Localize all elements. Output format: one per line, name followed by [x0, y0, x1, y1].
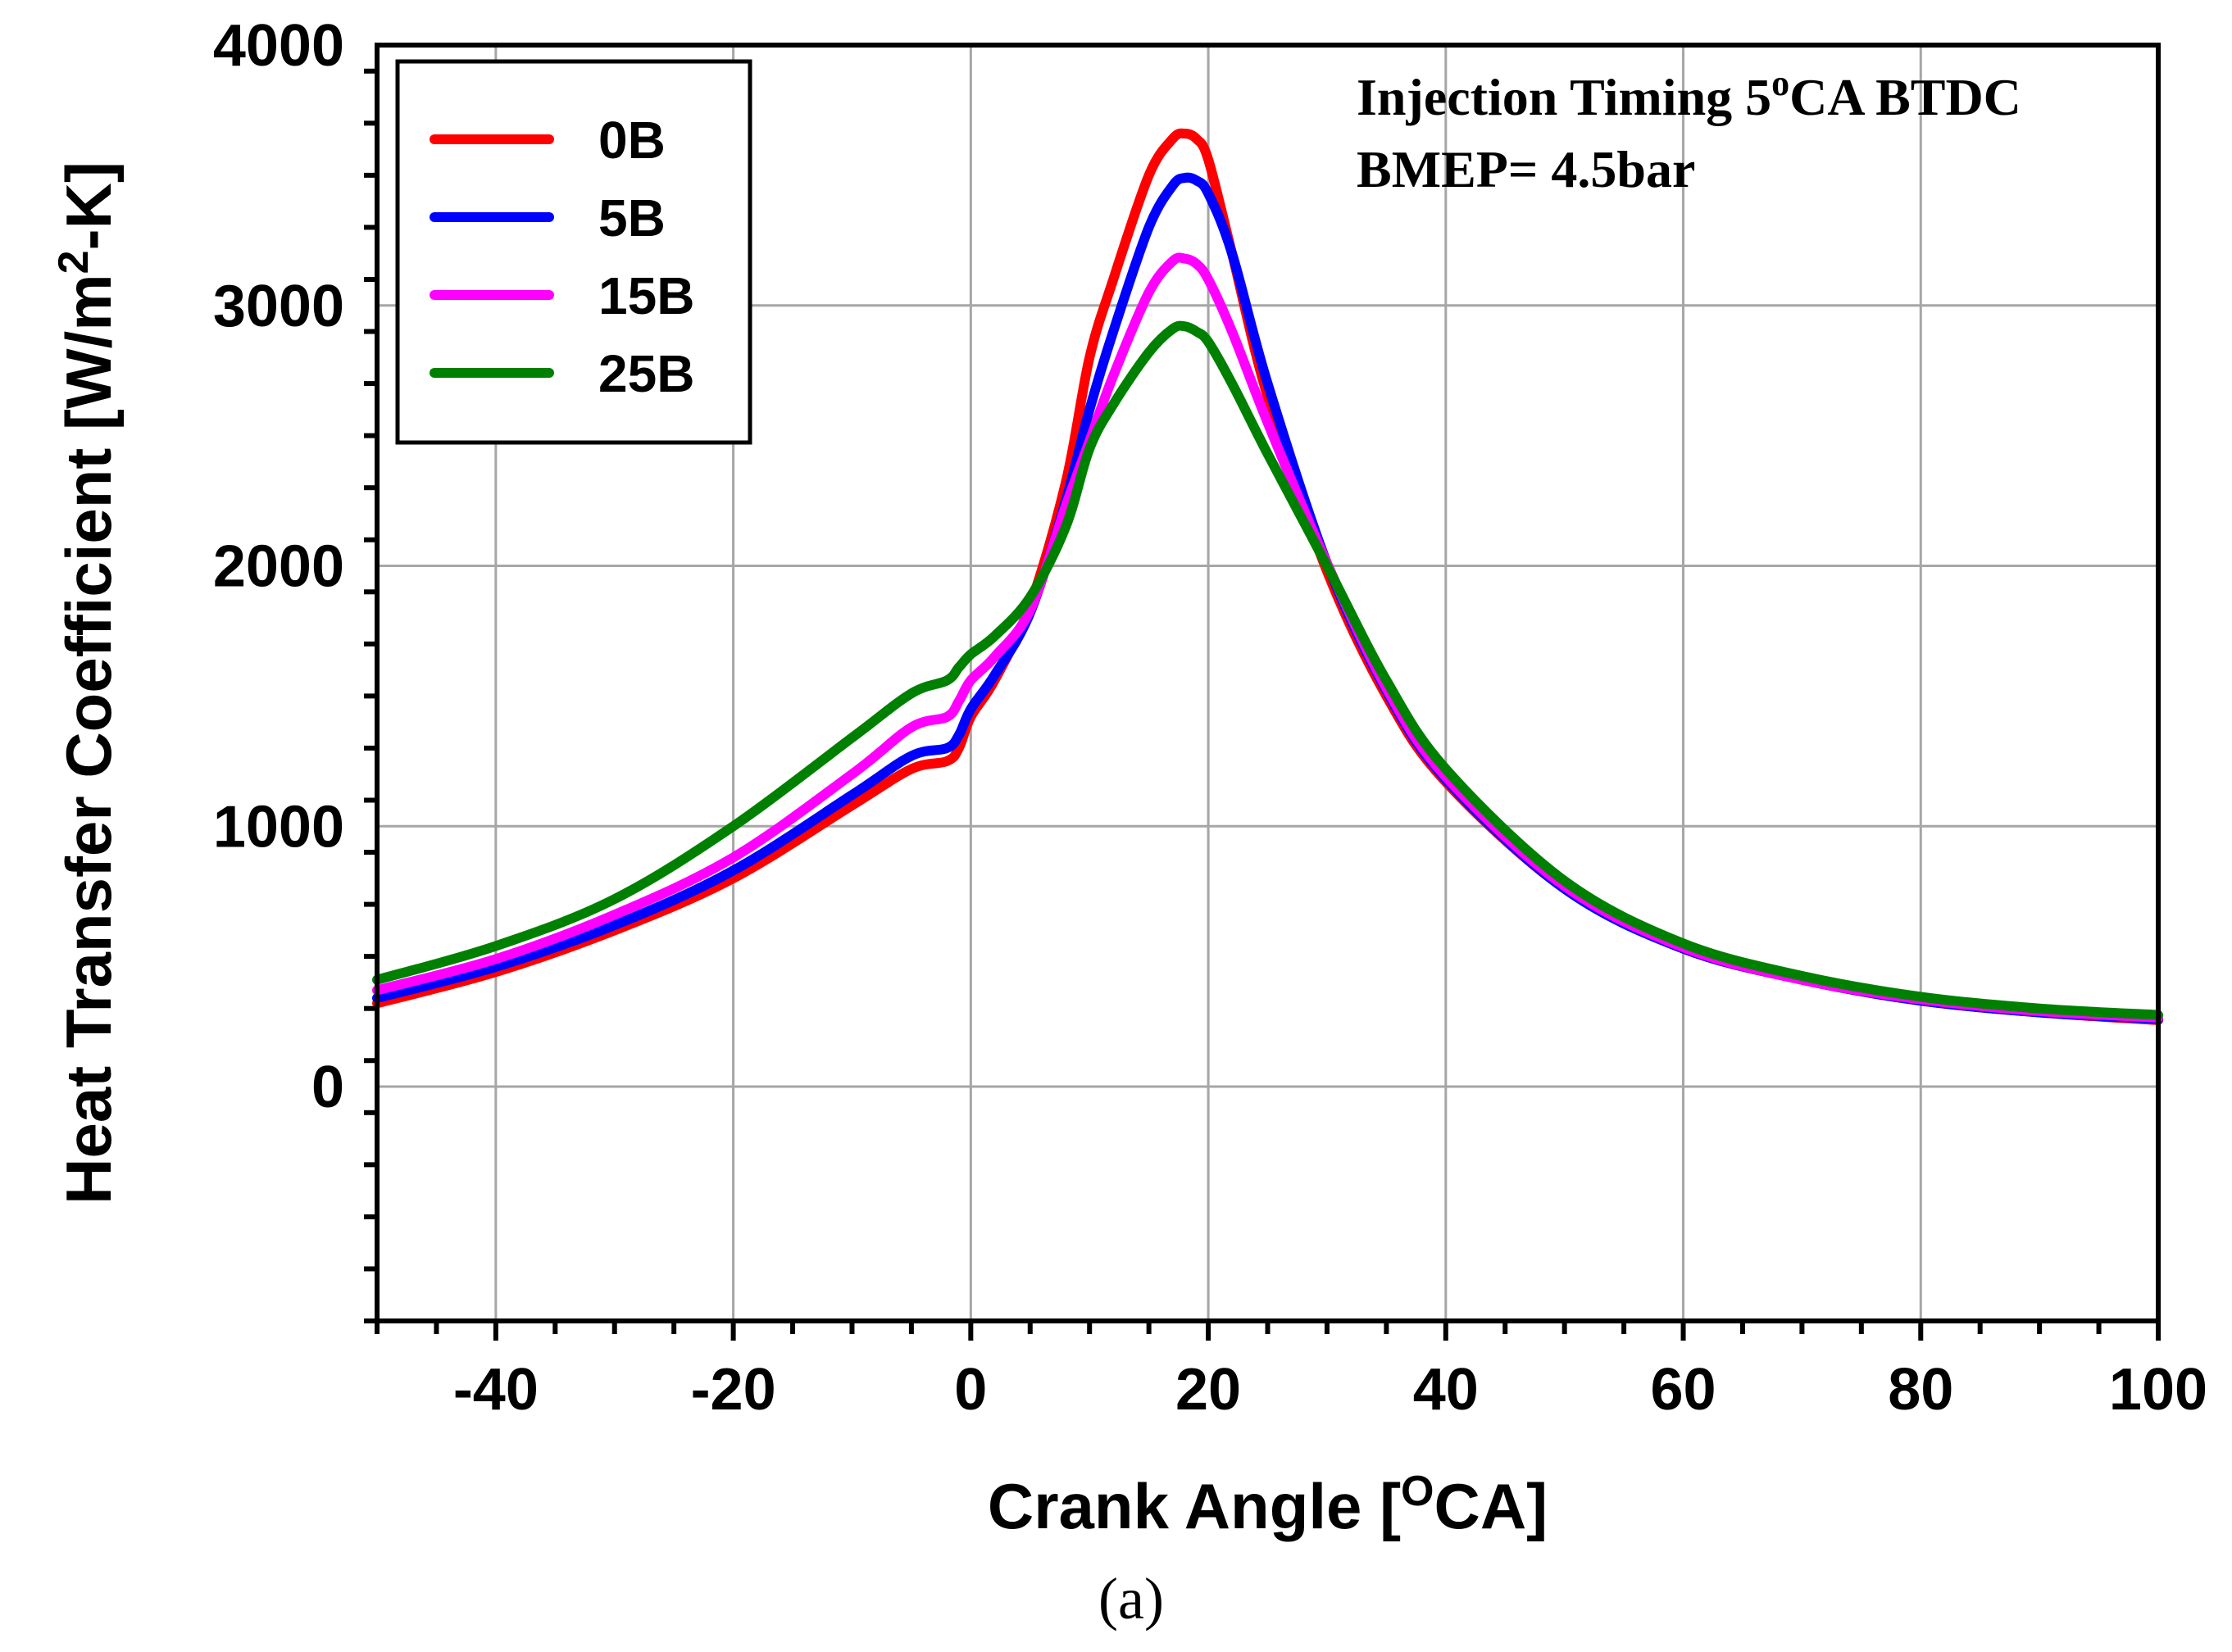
x-axis-title-main: Crank Angle [ [988, 1470, 1401, 1542]
annotation-line1-pre: Injection Timing 5 [1357, 68, 1771, 126]
legend-label-15B: 15B [598, 266, 694, 325]
annotation-line1-sup: o [1771, 63, 1789, 103]
y-axis-title: Heat Transfer Coefficient [W/m2-K] [50, 161, 125, 1205]
legend-label-25B: 25B [598, 344, 694, 403]
annotation-bmep: BMEP= 4.5bar [1357, 140, 1695, 198]
y-axis-title-sup: 2 [50, 250, 98, 274]
annotation-line1-post: CA BTDC [1789, 68, 2021, 126]
series-lines [372, 128, 2163, 1025]
y-tick-label: 4000 [213, 13, 344, 79]
x-tick-label: 80 [1888, 1357, 1953, 1423]
legend: 0B 5B 15B 25B [395, 59, 752, 445]
y-axis-title-main: Heat Transfer Coefficient [W/m [52, 274, 125, 1205]
x-axis-title-tail: CA] [1434, 1470, 1548, 1542]
y-axis-title-tail: -K] [52, 161, 125, 250]
annotation-injection-timing: Injection Timing 5oCA BTDC [1357, 63, 2021, 126]
x-tick-label: -20 [691, 1357, 776, 1423]
x-tick-label: 0 [954, 1357, 987, 1423]
x-tick-label: -40 [453, 1357, 539, 1423]
x-tick-label: 20 [1175, 1357, 1241, 1423]
x-tick-label: 60 [1650, 1357, 1716, 1423]
series-line-25B [372, 320, 2163, 1020]
y-tick-label: 1000 [213, 794, 344, 860]
axes [364, 43, 2161, 1341]
x-axis-title: Crank Angle [OCA] [988, 1468, 1548, 1542]
x-tick-label: 40 [1413, 1357, 1479, 1423]
legend-label-0B: 0B [598, 111, 666, 170]
y-tick-label: 2000 [213, 534, 344, 600]
x-tick-label: 100 [2109, 1357, 2207, 1423]
x-axis-title-sup: O [1401, 1468, 1434, 1515]
figure-caption: (a) [1098, 1566, 1164, 1632]
legend-label-5B: 5B [598, 188, 666, 247]
y-tick-label: 3000 [213, 274, 344, 339]
y-tick-label: 0 [311, 1055, 344, 1120]
legend-box [395, 59, 752, 445]
